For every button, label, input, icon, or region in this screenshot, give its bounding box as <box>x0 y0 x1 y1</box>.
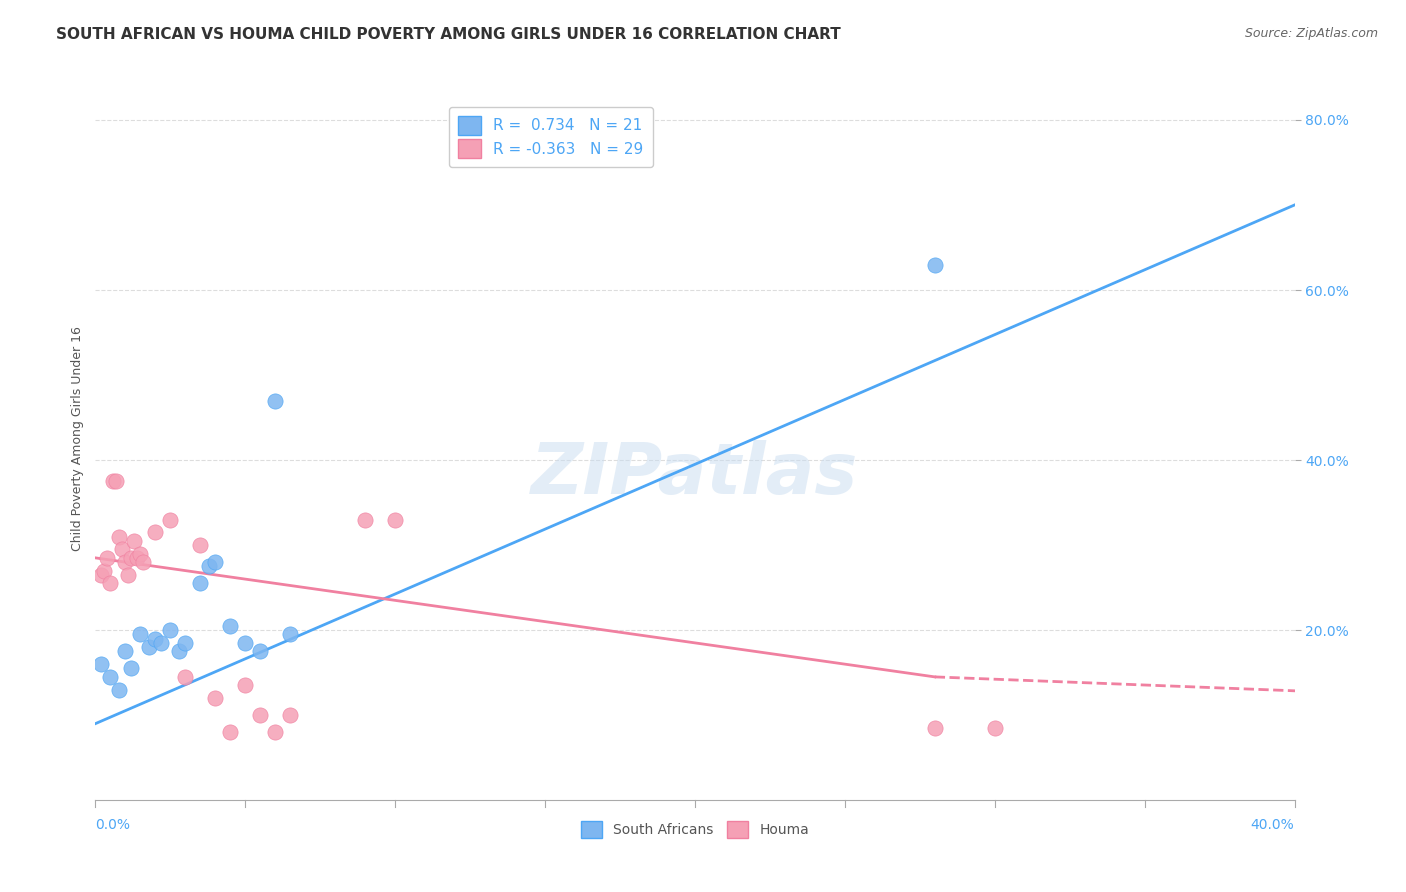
Point <box>188 538 211 552</box>
Point <box>111 542 134 557</box>
Point <box>384 513 406 527</box>
Point <box>114 555 136 569</box>
Point <box>233 636 256 650</box>
Point <box>169 644 191 658</box>
Point <box>98 670 121 684</box>
Text: 40.0%: 40.0% <box>1251 818 1295 832</box>
Point <box>219 725 242 739</box>
Point <box>159 513 181 527</box>
Point <box>93 564 115 578</box>
Point <box>249 708 271 723</box>
Point <box>264 393 287 408</box>
Point <box>105 475 128 489</box>
Point <box>174 636 197 650</box>
Point <box>90 567 112 582</box>
Point <box>264 725 287 739</box>
Point <box>120 661 142 675</box>
Point <box>143 525 166 540</box>
Point <box>924 258 946 272</box>
Text: Source: ZipAtlas.com: Source: ZipAtlas.com <box>1244 27 1378 40</box>
Point <box>124 533 146 548</box>
Point <box>96 550 118 565</box>
Point <box>198 559 221 574</box>
Point <box>924 721 946 735</box>
Point <box>138 640 160 654</box>
Point <box>278 708 301 723</box>
Point <box>188 576 211 591</box>
Point <box>143 632 166 646</box>
Legend: South Africans, Houma: South Africans, Houma <box>575 816 814 844</box>
Point <box>150 636 173 650</box>
Point <box>98 576 121 591</box>
Point <box>249 644 271 658</box>
Point <box>129 547 152 561</box>
Text: ZIPatlas: ZIPatlas <box>531 441 859 509</box>
Point <box>204 691 226 706</box>
Point <box>219 619 242 633</box>
Point <box>204 555 226 569</box>
Point <box>90 657 112 672</box>
Point <box>108 682 131 697</box>
Point <box>103 475 125 489</box>
Point <box>132 555 155 569</box>
Point <box>127 550 149 565</box>
Point <box>983 721 1005 735</box>
Point <box>114 644 136 658</box>
Point <box>129 627 152 641</box>
Y-axis label: Child Poverty Among Girls Under 16: Child Poverty Among Girls Under 16 <box>72 326 84 551</box>
Point <box>108 530 131 544</box>
Point <box>278 627 301 641</box>
Text: SOUTH AFRICAN VS HOUMA CHILD POVERTY AMONG GIRLS UNDER 16 CORRELATION CHART: SOUTH AFRICAN VS HOUMA CHILD POVERTY AMO… <box>56 27 841 42</box>
Point <box>233 678 256 692</box>
Point <box>120 550 142 565</box>
Point <box>174 670 197 684</box>
Point <box>159 623 181 637</box>
Text: 0.0%: 0.0% <box>96 818 131 832</box>
Point <box>117 567 139 582</box>
Point <box>354 513 377 527</box>
